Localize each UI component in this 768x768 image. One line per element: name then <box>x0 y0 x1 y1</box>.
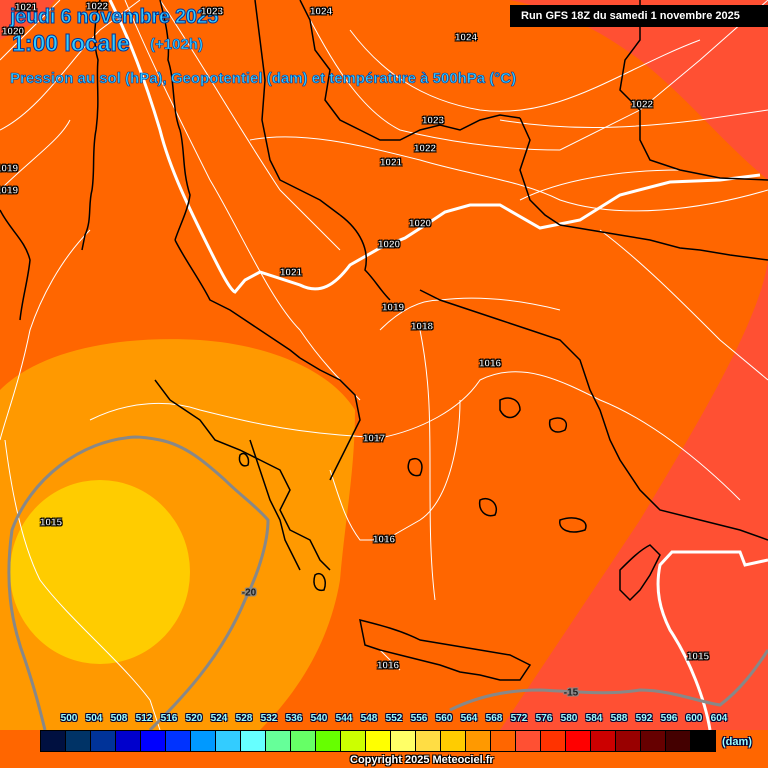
legend-tick: 604 <box>710 713 728 724</box>
isobars <box>0 0 768 731</box>
pressure-label: 1024 <box>309 6 333 18</box>
zone-576-southeast <box>500 260 768 730</box>
legend-swatch <box>316 731 341 751</box>
legend-swatch <box>516 731 541 751</box>
legend-tick: 516 <box>160 713 178 724</box>
pressure-label: 1020 <box>1 26 25 38</box>
zone-576-northeast <box>510 0 768 180</box>
legend-swatch <box>266 731 291 751</box>
legend-swatch <box>91 731 116 751</box>
pressure-label: 1018 <box>410 321 434 333</box>
legend-swatch <box>541 731 566 751</box>
isobar-1020-thick <box>108 0 761 294</box>
legend-swatch <box>591 731 616 751</box>
legend-tick: 600 <box>685 713 703 724</box>
legend-tick: 592 <box>635 713 653 724</box>
forecast-lead: (+102h) <box>150 36 204 54</box>
legend-tick: 544 <box>335 713 353 724</box>
forecast-date: jeudi 6 novembre 2025 <box>9 6 219 29</box>
pressure-label: 1022 <box>630 99 654 111</box>
geopotential-legend <box>40 730 716 752</box>
legend-swatch <box>141 731 166 751</box>
coastlines <box>0 0 768 681</box>
legend-tick: 528 <box>235 713 253 724</box>
pressure-label: 1016 <box>372 534 396 546</box>
isotherm-minus15 <box>449 649 768 712</box>
pressure-label: 1016 <box>478 358 502 370</box>
legend-swatch <box>291 731 316 751</box>
legend-tick: 568 <box>485 713 503 724</box>
pressure-label: 1016 <box>376 660 400 672</box>
temperature-label: -20 <box>241 587 257 599</box>
legend-swatch <box>341 731 366 751</box>
legend-tick: 552 <box>385 713 403 724</box>
legend-swatch <box>391 731 416 751</box>
isotherm-minus20 <box>7 435 270 732</box>
legend-swatch <box>166 731 191 751</box>
legend-tick: 588 <box>610 713 628 724</box>
chart-subtitle: Pression au sol (hPa), Geopotentiel (dam… <box>10 70 517 88</box>
run-info: Run GFS 18Z du samedi 1 novembre 2025 <box>510 5 768 27</box>
pressure-label: 1024 <box>454 32 478 44</box>
isobar-1015-thick <box>656 550 768 731</box>
pressure-label: 1015 <box>39 517 63 529</box>
legend-tick: 556 <box>410 713 428 724</box>
legend-swatch <box>241 731 266 751</box>
legend-tick: 596 <box>660 713 678 724</box>
legend-tick: 564 <box>460 713 478 724</box>
legend-unit: (dam) <box>722 736 752 748</box>
legend-swatch <box>566 731 591 751</box>
pressure-label: 1021 <box>14 2 38 14</box>
forecast-time: 1:00 locale <box>12 30 131 57</box>
legend-swatch <box>116 731 141 751</box>
legend-swatch <box>191 731 216 751</box>
legend-tick: 508 <box>110 713 128 724</box>
legend-swatch <box>691 731 715 751</box>
zone-564 <box>10 480 190 664</box>
pressure-label: 1022 <box>85 1 109 13</box>
legend-tick: 540 <box>310 713 328 724</box>
copyright: Copyright 2025 Meteociel.fr <box>350 754 494 766</box>
legend-swatch <box>416 731 441 751</box>
legend-tick: 536 <box>285 713 303 724</box>
pressure-label: 1019 <box>0 163 19 175</box>
legend-swatch <box>666 731 691 751</box>
legend-swatch <box>616 731 641 751</box>
temperature-label: -15 <box>563 687 579 699</box>
legend-swatch <box>491 731 516 751</box>
pressure-label: 1023 <box>200 6 224 18</box>
legend-swatch <box>441 731 466 751</box>
legend-tick: 520 <box>185 713 203 724</box>
legend-tick: 572 <box>510 713 528 724</box>
legend-swatch <box>466 731 491 751</box>
pressure-label: 1020 <box>377 239 401 251</box>
legend-tick: 532 <box>260 713 278 724</box>
legend-tick: 524 <box>210 713 228 724</box>
pressure-label: 1019 <box>0 185 19 197</box>
legend-tick: 576 <box>535 713 553 724</box>
pressure-label: 1017 <box>362 433 386 445</box>
pressure-label: 1021 <box>379 157 403 169</box>
pressure-label: 1019 <box>381 302 405 314</box>
legend-tick: 504 <box>85 713 103 724</box>
legend-swatch <box>41 731 66 751</box>
legend-swatch <box>66 731 91 751</box>
pressure-label: 1022 <box>413 143 437 155</box>
pressure-label: 1015 <box>686 651 710 663</box>
pressure-label: 1020 <box>408 218 432 230</box>
legend-tick: 500 <box>60 713 78 724</box>
zone-576-topleft <box>0 0 55 40</box>
legend-tick: 548 <box>360 713 378 724</box>
legend-swatch <box>216 731 241 751</box>
pressure-label: 1021 <box>279 267 303 279</box>
legend-swatch <box>641 731 666 751</box>
legend-tick: 512 <box>135 713 153 724</box>
legend-tick: 580 <box>560 713 578 724</box>
pressure-label: 1023 <box>421 115 445 127</box>
legend-tick: 584 <box>585 713 603 724</box>
legend-swatch <box>366 731 391 751</box>
legend-tick: 560 <box>435 713 453 724</box>
